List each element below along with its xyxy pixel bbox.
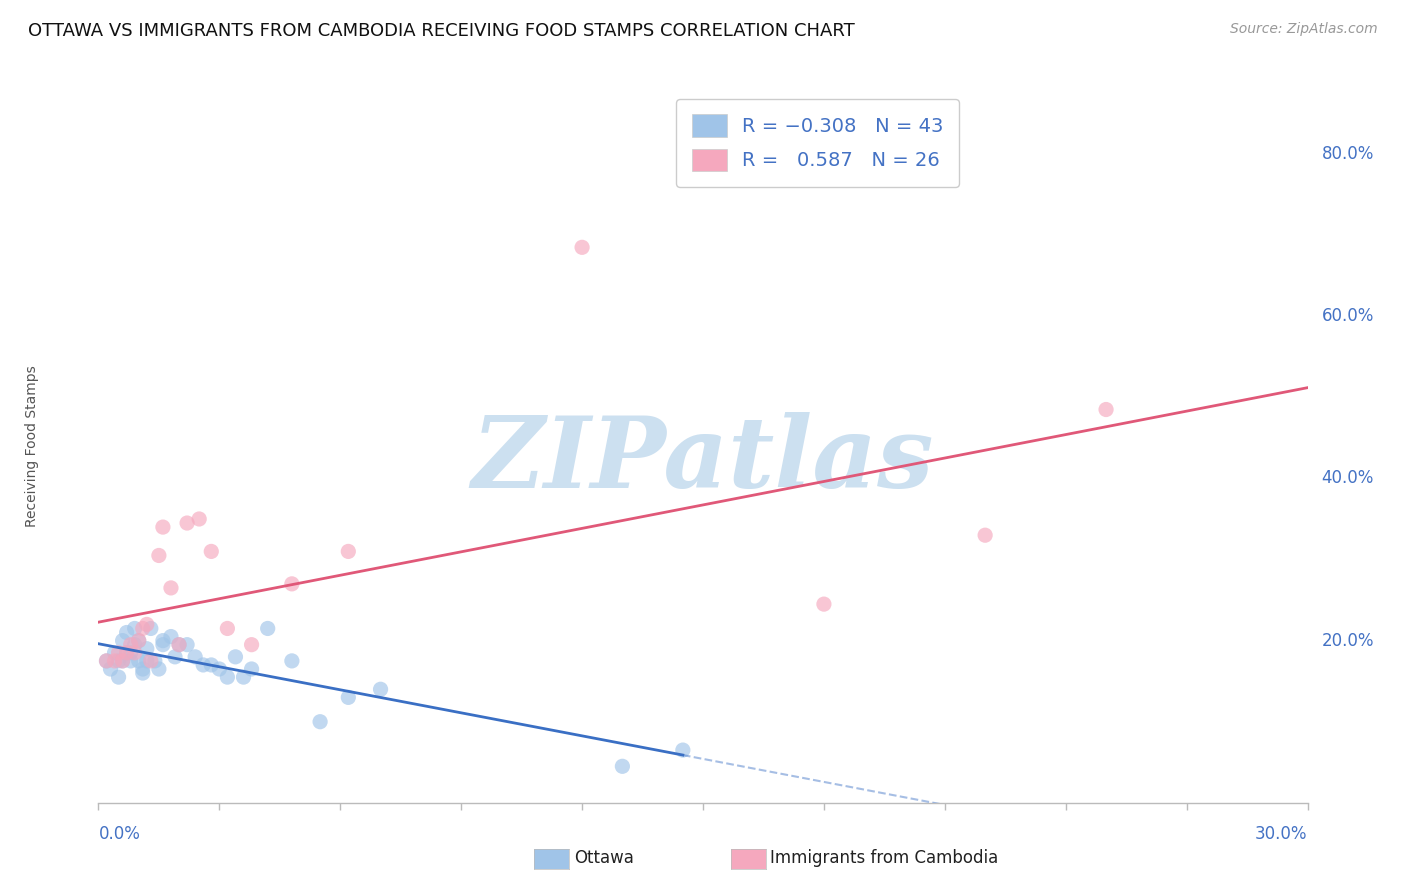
Point xyxy=(148,549,170,563)
Point xyxy=(152,520,174,534)
Point xyxy=(128,633,150,648)
Point xyxy=(571,240,593,254)
Point xyxy=(337,690,360,705)
Point xyxy=(107,670,129,684)
Text: Ottawa: Ottawa xyxy=(574,849,634,867)
Point xyxy=(188,512,211,526)
Point xyxy=(176,638,198,652)
Text: Immigrants from Cambodia: Immigrants from Cambodia xyxy=(770,849,998,867)
Text: 0.0%: 0.0% xyxy=(98,825,141,843)
Text: 40.0%: 40.0% xyxy=(1322,469,1374,487)
Text: 80.0%: 80.0% xyxy=(1322,145,1374,163)
Point xyxy=(124,622,146,636)
Point xyxy=(124,638,146,652)
Point xyxy=(111,633,134,648)
Point xyxy=(107,646,129,660)
Point xyxy=(152,638,174,652)
Point xyxy=(120,646,142,660)
Point xyxy=(176,516,198,530)
Point xyxy=(128,654,150,668)
Point xyxy=(143,654,166,668)
Point xyxy=(232,670,254,684)
Text: Receiving Food Stamps: Receiving Food Stamps xyxy=(25,365,39,527)
Point xyxy=(256,622,278,636)
Point xyxy=(115,625,138,640)
Point xyxy=(200,657,222,672)
Point xyxy=(135,617,157,632)
Point xyxy=(193,657,215,672)
Point xyxy=(370,682,392,697)
Point xyxy=(337,544,360,558)
Point xyxy=(163,649,186,664)
Text: ZIPatlas: ZIPatlas xyxy=(472,412,934,508)
Point xyxy=(281,577,304,591)
Point xyxy=(135,654,157,668)
Point xyxy=(974,528,997,542)
Point xyxy=(96,654,118,668)
Point xyxy=(128,633,150,648)
Point xyxy=(167,638,190,652)
Point xyxy=(184,649,207,664)
Point xyxy=(148,662,170,676)
Point xyxy=(612,759,634,773)
Point xyxy=(111,654,134,668)
Point xyxy=(132,666,155,681)
Point xyxy=(224,649,246,664)
Point xyxy=(200,544,222,558)
Point xyxy=(103,646,125,660)
Point xyxy=(100,662,122,676)
Point xyxy=(107,654,129,668)
Text: 20.0%: 20.0% xyxy=(1322,632,1374,649)
Point xyxy=(160,581,183,595)
Point xyxy=(120,638,142,652)
Point xyxy=(132,622,155,636)
Text: Source: ZipAtlas.com: Source: ZipAtlas.com xyxy=(1230,22,1378,37)
Point xyxy=(115,646,138,660)
Point xyxy=(160,630,183,644)
Point xyxy=(217,670,239,684)
Point xyxy=(103,654,125,668)
Point xyxy=(111,654,134,668)
Text: OTTAWA VS IMMIGRANTS FROM CAMBODIA RECEIVING FOOD STAMPS CORRELATION CHART: OTTAWA VS IMMIGRANTS FROM CAMBODIA RECEI… xyxy=(28,22,855,40)
Point xyxy=(672,743,695,757)
Point xyxy=(124,646,146,660)
Text: 30.0%: 30.0% xyxy=(1256,825,1308,843)
Point xyxy=(281,654,304,668)
Point xyxy=(240,638,263,652)
Point xyxy=(217,622,239,636)
Point xyxy=(1095,402,1118,417)
Point xyxy=(96,654,118,668)
Point xyxy=(120,654,142,668)
Point xyxy=(208,662,231,676)
Point xyxy=(135,641,157,656)
Point xyxy=(813,597,835,611)
Point xyxy=(240,662,263,676)
Point xyxy=(115,646,138,660)
Legend: R = −0.308   N = 43, R =   0.587   N = 26: R = −0.308 N = 43, R = 0.587 N = 26 xyxy=(676,99,959,186)
Point xyxy=(152,633,174,648)
Point xyxy=(309,714,332,729)
Point xyxy=(167,638,190,652)
Point xyxy=(139,622,162,636)
Text: 60.0%: 60.0% xyxy=(1322,307,1374,326)
Point xyxy=(132,662,155,676)
Point xyxy=(139,654,162,668)
